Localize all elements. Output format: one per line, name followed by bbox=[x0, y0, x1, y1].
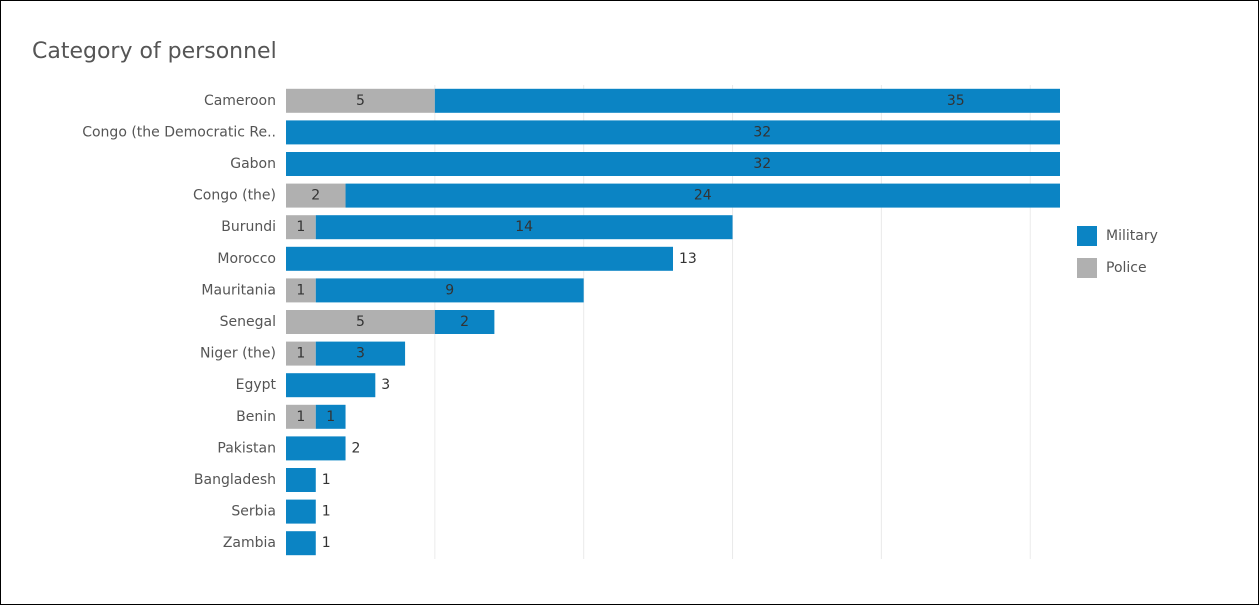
bar-segment bbox=[286, 215, 316, 240]
y-tick-label: Congo (the) bbox=[193, 188, 276, 204]
y-tick-label: Zambia bbox=[223, 535, 276, 551]
legend-swatch bbox=[1077, 226, 1097, 246]
data-label: 5 bbox=[356, 93, 365, 109]
chart-title: Category of personnel bbox=[32, 39, 277, 64]
data-label: 9 bbox=[445, 282, 454, 298]
bar-segment bbox=[286, 468, 316, 492]
data-label: 1 bbox=[322, 472, 331, 488]
data-label: 1 bbox=[296, 409, 305, 425]
bar-segment bbox=[286, 404, 316, 429]
y-tick-label: Serbia bbox=[231, 504, 276, 520]
data-label: 2 bbox=[352, 440, 361, 456]
legend-swatch bbox=[1077, 258, 1097, 278]
bars bbox=[286, 88, 1060, 556]
data-label: 1 bbox=[296, 346, 305, 362]
bar-segment bbox=[286, 278, 316, 303]
bar-segment bbox=[286, 152, 1060, 176]
y-tick-label: Gabon bbox=[230, 156, 276, 172]
bar-segment bbox=[315, 341, 406, 366]
y-tick-label: Morocco bbox=[217, 251, 276, 267]
bar-segment bbox=[315, 215, 733, 240]
data-label: 1 bbox=[296, 219, 305, 235]
data-label: 13 bbox=[679, 251, 697, 267]
bar-segment bbox=[286, 341, 316, 366]
bar-segment bbox=[286, 120, 1060, 145]
bar-segment bbox=[315, 404, 346, 429]
y-tick-label: Bangladesh bbox=[194, 472, 276, 488]
y-tick-label: Burundi bbox=[221, 219, 276, 235]
data-label: 3 bbox=[381, 377, 390, 393]
data-label: 1 bbox=[322, 535, 331, 551]
data-label: 1 bbox=[296, 282, 305, 298]
data-label: 1 bbox=[322, 504, 331, 520]
bar-segment bbox=[434, 88, 1060, 113]
bar-segment bbox=[286, 183, 346, 208]
data-label: 3 bbox=[356, 346, 365, 362]
bar-segment bbox=[286, 310, 435, 334]
bar-segment bbox=[286, 88, 435, 113]
bar-segment bbox=[315, 278, 584, 303]
bar-segment bbox=[286, 436, 346, 461]
y-tick-label: Cameroon bbox=[204, 93, 276, 109]
y-tick-label: Mauritania bbox=[201, 282, 276, 298]
data-label: 24 bbox=[694, 188, 712, 204]
y-tick-label: Senegal bbox=[220, 314, 276, 330]
y-tick-label: Congo (the Democratic Re.. bbox=[82, 124, 276, 140]
y-tick-label: Niger (the) bbox=[200, 346, 276, 362]
data-label: 14 bbox=[515, 219, 533, 235]
data-label: 2 bbox=[311, 188, 320, 204]
bar-segment bbox=[345, 183, 1060, 208]
legend-label: Police bbox=[1106, 260, 1147, 276]
bar-segment bbox=[286, 246, 673, 271]
bar-segment bbox=[286, 499, 316, 524]
data-label: 5 bbox=[356, 314, 365, 330]
data-label: 1 bbox=[326, 409, 335, 425]
bar-segment bbox=[434, 310, 495, 334]
y-tick-label: Egypt bbox=[236, 377, 277, 393]
y-tick-label: Benin bbox=[236, 409, 276, 425]
data-label: 2 bbox=[460, 314, 469, 330]
data-label: 32 bbox=[753, 124, 771, 140]
bar-segment bbox=[286, 373, 376, 398]
data-label: 32 bbox=[753, 156, 771, 172]
data-label: 35 bbox=[947, 93, 965, 109]
legend-label: Military bbox=[1106, 228, 1158, 244]
bar-segment bbox=[286, 531, 316, 556]
y-tick-label: Pakistan bbox=[217, 440, 276, 456]
